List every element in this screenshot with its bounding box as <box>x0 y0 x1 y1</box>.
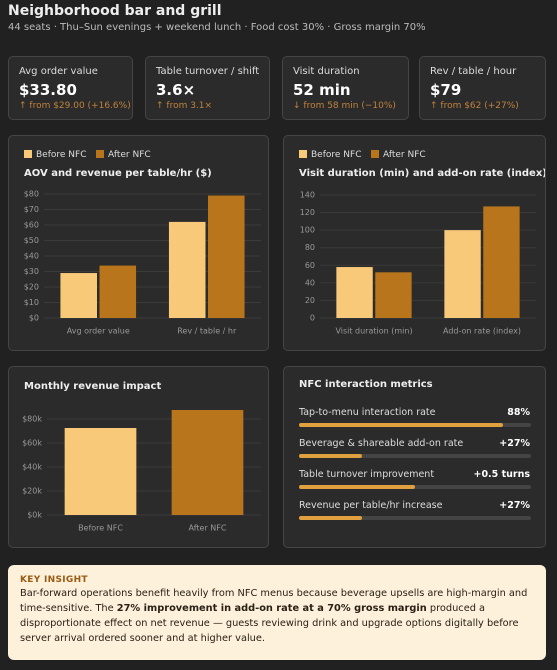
chart: Before NFC After NFC AOV and revenue per t… <box>24 150 261 336</box>
y-tick-label: 40 <box>305 278 315 287</box>
metrics-title: NFC interaction metrics <box>299 379 433 390</box>
kpi-label: Avg order value <box>19 66 98 77</box>
kpi-value: $79 <box>430 81 462 99</box>
progress-fill <box>299 485 415 489</box>
kpi-value: 3.6× <box>156 81 196 99</box>
kpi-label: Rev / table / hour <box>430 66 517 77</box>
insight-text: Bar-forward operations benefit heavily f… <box>20 586 534 646</box>
chart-card: Before NFC After NFC AOV and revenue per t… <box>8 135 269 351</box>
x-tick-label: Visit duration (min) <box>335 327 412 336</box>
metric-value: 88% <box>507 407 530 418</box>
chart: Monthly revenue impact $0k $20k $40k $60k $80… <box>22 381 261 533</box>
y-tick-label: $60k <box>22 439 42 448</box>
kpi-card: Avg order value $33.80 ↑ from $29.00 (+16.… <box>8 56 133 120</box>
y-tick-label: $40k <box>22 463 42 472</box>
emphasis: 27% improvement in add-on rate at a 70% … <box>116 603 427 614</box>
legend-swatch <box>96 150 104 158</box>
kpi-delta: ↑ from $62 (+27%) <box>430 101 519 111</box>
y-tick-label: 80 <box>305 243 315 252</box>
chart-title: Visit duration (min) and add-on rate (in… <box>299 168 545 179</box>
page-subtitle: 44 seats · Thu–Sun evenings + weekend lu… <box>8 22 426 33</box>
y-tick-label: $20k <box>22 487 42 496</box>
bar <box>208 195 245 318</box>
legend-swatch <box>24 150 32 158</box>
metric-value: +0.5 turns <box>473 469 530 480</box>
y-tick-label: $80k <box>22 415 42 424</box>
kpi-value: 52 min <box>293 81 351 99</box>
x-tick-label: Add-on rate (index) <box>443 327 521 336</box>
y-tick-label: $80 <box>24 190 39 199</box>
y-tick-label: $70 <box>24 205 39 214</box>
bar <box>483 206 520 318</box>
legend-swatch <box>371 150 379 158</box>
x-tick-label: After NFC <box>189 524 227 533</box>
bar <box>60 273 97 318</box>
y-tick-label: $20 <box>24 283 39 292</box>
text: produced a disproportionate effect on ne… <box>20 603 519 644</box>
bar <box>375 272 412 318</box>
y-tick-label: $0k <box>27 511 42 520</box>
text: Bar-forward operations benefit heavily f… <box>20 588 528 614</box>
y-tick-label: 20 <box>305 296 315 305</box>
bar <box>171 410 244 515</box>
chart-title: Monthly revenue impact <box>24 381 161 392</box>
y-tick-label: 0 <box>310 314 315 323</box>
legend-label: Before NFC <box>311 150 361 160</box>
kpi-delta: ↓ from 58 min (−10%) <box>293 101 396 111</box>
legend-swatch <box>299 150 307 158</box>
y-tick-label: 140 <box>300 191 315 200</box>
kpi-delta: ↑ from 3.1× <box>156 101 213 111</box>
chart-title: AOV and revenue per table/hr ($) <box>24 168 212 179</box>
chart: Before NFC After NFC Visit duration (min) … <box>299 150 547 336</box>
kpi-label: Table turnover / shift <box>156 66 260 77</box>
x-tick-label: Rev / table / hr <box>177 327 237 336</box>
legend-label: After NFC <box>383 150 426 160</box>
y-tick-label: 100 <box>300 226 315 235</box>
y-tick-label: 120 <box>300 208 315 217</box>
page-title: Neighborhood bar and grill <box>8 3 222 19</box>
kpi-value: $33.80 <box>19 81 77 99</box>
metric-label: Tap-to-menu interaction rate <box>299 407 436 418</box>
bar <box>336 267 373 318</box>
bar <box>168 221 206 318</box>
kpi-card: Table turnover / shift 3.6× ↑ from 3.1× <box>145 56 270 120</box>
y-tick-label: $40 <box>24 252 39 261</box>
metric-value: +27% <box>499 500 530 511</box>
insight-box: KEY INSIGHT Bar-forward operations benef… <box>8 565 546 660</box>
metric-label: Beverage & shareable add-on rate <box>299 438 464 449</box>
metric-label: Revenue per table/hr increase <box>299 500 443 511</box>
bar <box>99 265 137 318</box>
x-tick-label: Avg order value <box>67 327 130 336</box>
chart-card: Monthly revenue impact $0k $20k $40k $60k $80… <box>8 366 269 548</box>
progress-fill <box>299 423 504 427</box>
y-tick-label: $10 <box>24 298 39 307</box>
insight-heading: KEY INSIGHT <box>20 575 88 585</box>
progress-track <box>299 423 531 427</box>
progress-track <box>299 516 531 520</box>
metric-label: Table turnover improvement <box>299 469 435 480</box>
legend-label: Before NFC <box>36 150 86 160</box>
chart-card: Before NFC After NFC Visit duration (min) … <box>283 135 547 351</box>
y-tick-label: $60 <box>24 221 39 230</box>
kpi-delta: ↑ from $29.00 (+16.6%) <box>19 101 131 111</box>
y-tick-label: $30 <box>24 267 39 276</box>
metric-value: +27% <box>499 438 530 449</box>
bar <box>444 230 481 318</box>
kpi-label: Visit duration <box>293 66 360 77</box>
y-tick-label: $50 <box>24 236 39 245</box>
metrics-card: NFC interaction metrics Tap-to-menu inte… <box>283 366 546 548</box>
kpi-card: Visit duration 52 min ↓ from 58 min (−10%) <box>282 56 409 120</box>
kpi-card: Rev / table / hour $79 ↑ from $62 (+27%) <box>419 56 546 120</box>
progress-track <box>299 454 531 458</box>
progress-fill <box>299 516 362 520</box>
y-tick-label: $0 <box>29 314 39 323</box>
x-tick-label: Before NFC <box>78 524 123 533</box>
y-tick-label: 60 <box>305 261 315 270</box>
bar <box>64 428 137 515</box>
legend-label: After NFC <box>108 150 151 160</box>
progress-track <box>299 485 531 489</box>
progress-fill <box>299 454 362 458</box>
